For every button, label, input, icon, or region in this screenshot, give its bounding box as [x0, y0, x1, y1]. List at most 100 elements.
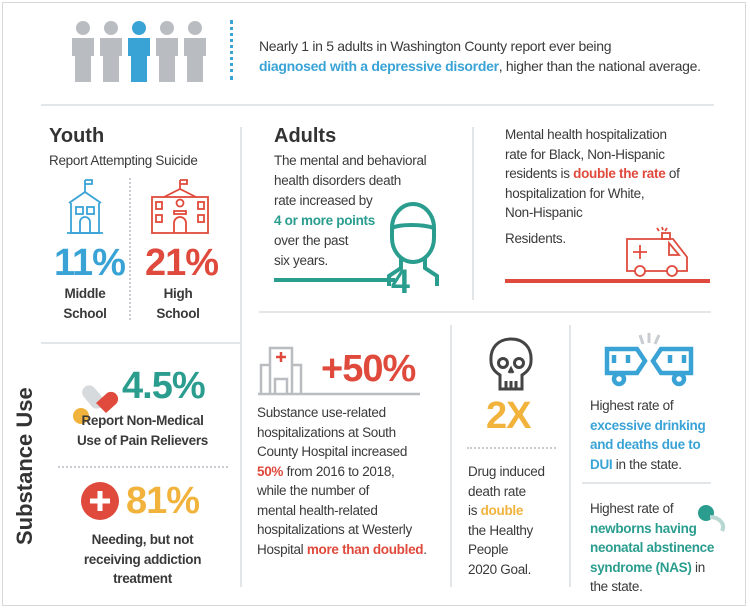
text-line: People: [468, 542, 509, 557]
text-line: residents is: [505, 166, 574, 181]
divider: [240, 325, 242, 587]
text-line: mental health-related: [257, 502, 378, 518]
text-line: Drug induced: [468, 464, 545, 479]
youth-title: Youth: [49, 125, 105, 147]
drug-death-value: 2X: [486, 395, 531, 437]
high-school-label: High School: [148, 284, 208, 323]
text-line: County Hospital increased: [257, 444, 408, 459]
text-line: School: [63, 305, 107, 321]
text-line: hospitalization for White,: [505, 185, 645, 201]
drug-death-text: Drug induced death rate is double the Hea…: [468, 462, 545, 579]
text-line: treatment: [113, 571, 172, 586]
middle-school-value: 11%: [54, 242, 126, 284]
divider: [569, 325, 571, 587]
text-line: six years.: [274, 253, 329, 268]
text-line: rate increased by: [274, 193, 373, 208]
middle-school-label: Middle School: [55, 284, 115, 323]
text-line: receiving addiction: [83, 551, 202, 567]
plus-circle-icon: [81, 482, 119, 520]
high-school-value: 21%: [145, 242, 219, 284]
icon-number: 4: [391, 263, 410, 296]
addiction-value: 81%: [126, 480, 200, 522]
statement-text: Nearly 1 in 5 adults in Washington Count…: [259, 38, 612, 54]
text-line: from 2016 to 2018,: [283, 463, 395, 479]
divider: [240, 127, 242, 330]
dotted-divider: [467, 447, 556, 449]
text-line: health disorders death: [274, 173, 401, 188]
hospital-building-icon: [258, 346, 420, 396]
text-line: High: [163, 286, 193, 301]
pain-reliever-label: Report Non-Medical Use of Pain Relievers: [55, 411, 230, 450]
divider: [450, 325, 452, 587]
text-line: Use of Pain Relievers: [76, 432, 208, 448]
text-line: School: [156, 305, 200, 321]
text-line: more than doubled: [306, 541, 424, 557]
dotted-divider: [129, 178, 131, 320]
text-line: Substance use-related: [257, 405, 386, 420]
middle-school-icon: [67, 179, 103, 234]
statement-highlight: diagnosed with a depressive disorder: [259, 58, 499, 74]
substance-use-title: Substance Use: [12, 387, 37, 545]
car-crash-icon: [604, 333, 694, 387]
text-line: the state.: [590, 579, 643, 594]
red-line: [505, 279, 710, 283]
text-line: Middle: [64, 286, 106, 301]
text-line: in: [691, 559, 705, 575]
text-line: in the state.: [612, 456, 682, 472]
text-line: The mental and behavioral: [274, 153, 427, 168]
text-line: and deaths due to: [590, 437, 701, 452]
adults-highlight: 4 or more points: [274, 213, 375, 228]
text-line: neonatal abstinence: [590, 540, 715, 555]
pain-reliever-value: 4.5%: [122, 365, 206, 407]
divider: [41, 342, 241, 344]
text-line: double: [480, 503, 524, 518]
divider: [472, 127, 474, 300]
divider: [41, 104, 714, 106]
divider: [259, 311, 711, 313]
dotted-divider: [58, 466, 228, 468]
hospitalization-increase-text: Substance use-related hospitalizations at…: [257, 403, 427, 559]
ambulance-icon: [626, 226, 688, 277]
adults-text: The mental and behavioral health disorder…: [274, 151, 427, 271]
text-line: Highest rate of: [590, 501, 674, 516]
people-icon: [72, 21, 206, 82]
high-school-icon: [151, 179, 209, 234]
text-line: rate for Black, Non-Hispanic: [505, 146, 665, 162]
text-line: death rate: [468, 483, 526, 499]
hospitalization-text: Mental health hospitalization rate for Bl…: [505, 125, 680, 248]
text-line: excessive drinking: [590, 417, 706, 433]
text-line: over the past: [274, 233, 349, 248]
text-line: Report Non-Medical: [81, 413, 204, 428]
skull-icon: [489, 337, 533, 391]
text-line: .: [423, 541, 427, 557]
text-line: Non-Hispanic: [505, 205, 583, 220]
text-line: hospitalizations at Westerly: [257, 522, 412, 537]
text-line: hospitalizations at South: [257, 424, 396, 440]
person-four-icon: 4: [274, 202, 439, 296]
statement-text-end: , higher than the national average.: [498, 58, 701, 74]
adults-title: Adults: [274, 125, 337, 147]
youth-subtitle: Report Attempting Suicide: [49, 153, 198, 168]
pills-icon: [73, 385, 119, 424]
depression-statement: Nearly 1 in 5 adults in Washington Count…: [259, 36, 701, 76]
pacifier-icon: [698, 505, 725, 532]
text-line: while the number of: [257, 483, 370, 498]
divider: [582, 482, 711, 484]
text-line: Mental health hospitalization: [505, 127, 667, 142]
text-line: is: [468, 503, 481, 518]
text-line: of: [665, 166, 680, 181]
text-line: 2020 Goal.: [468, 561, 532, 577]
dui-text: Highest rate of excessive drinking and de…: [590, 396, 706, 474]
text-line: the Healthy: [468, 522, 533, 538]
text-line: 50%: [257, 463, 284, 479]
text-line: syndrome (NAS): [590, 559, 692, 575]
text-line: Needing, but not: [91, 532, 194, 547]
text-line: Hospital: [257, 541, 307, 557]
hospitalization-highlight: double the rate: [573, 166, 666, 181]
nas-text: Highest rate of newborns having neonatal …: [590, 499, 714, 597]
text-line: Highest rate of: [590, 398, 674, 413]
text-line: DUI: [590, 456, 613, 472]
text-line: Residents.: [505, 230, 566, 246]
hospitalization-increase-value: +50%: [321, 348, 416, 390]
